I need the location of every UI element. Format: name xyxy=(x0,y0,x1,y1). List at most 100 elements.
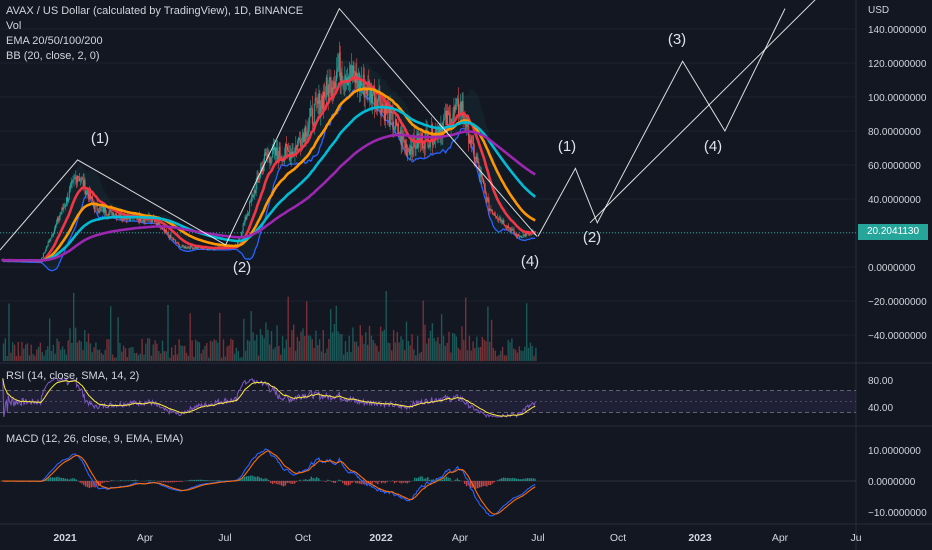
price-tick-label: 120.0000000 xyxy=(868,59,927,70)
candle-body xyxy=(392,111,394,130)
volume-bar xyxy=(100,352,103,361)
macd-histogram-bar xyxy=(318,478,320,481)
candle-body xyxy=(529,233,531,235)
candle-body xyxy=(404,141,406,148)
volume-bar xyxy=(359,325,361,361)
volume-indicator-label[interactable]: Vol xyxy=(6,20,22,32)
ema-indicator-label[interactable]: EMA 20/50/100/200 xyxy=(6,35,103,47)
candle-body xyxy=(113,212,115,217)
volume-bar xyxy=(343,354,345,361)
macd-histogram-bar xyxy=(242,478,244,481)
volume-bar xyxy=(25,344,27,361)
macd-histogram-bar xyxy=(55,477,57,481)
candle-body xyxy=(55,222,57,225)
candle-body xyxy=(334,81,336,89)
volume-bar xyxy=(32,353,34,361)
macd-histogram-bar xyxy=(480,481,483,488)
macd-histogram-bar xyxy=(526,478,529,481)
volume-bar xyxy=(23,348,25,361)
candle-body xyxy=(165,229,167,233)
volume-bar xyxy=(513,348,515,361)
candle-body xyxy=(65,204,67,207)
macd-histogram-bar xyxy=(342,481,344,483)
candle-body xyxy=(268,154,270,158)
candle-body xyxy=(311,108,313,124)
candle-body xyxy=(244,217,246,223)
candle-body xyxy=(47,242,49,247)
candle-body xyxy=(203,248,205,249)
macd-histogram-bar xyxy=(423,478,425,481)
volume-bar xyxy=(10,352,12,361)
candle-body xyxy=(89,191,91,200)
candle-body xyxy=(360,79,361,90)
candle-body xyxy=(85,191,87,194)
macd-histogram-bar xyxy=(205,480,207,481)
candle-body xyxy=(411,150,413,155)
time-axis[interactable]: 2021 Apr Jul Oct 2022 Apr Jul Oct 2023 Apr Ju xyxy=(53,532,861,544)
candle-body xyxy=(310,108,312,117)
candle-body xyxy=(80,178,82,181)
candle-body xyxy=(406,143,408,156)
volume-bar xyxy=(494,350,496,361)
volume-bar xyxy=(228,345,230,361)
candle-body xyxy=(300,146,302,147)
candle-body xyxy=(518,234,520,237)
volume-bar xyxy=(204,345,206,361)
macd-histogram-bar xyxy=(521,479,523,481)
rsi-indicator-label[interactable]: RSI (14, close, SMA, 14, 2) xyxy=(6,370,140,382)
rsi-ma-line xyxy=(2,378,536,417)
volume-bar xyxy=(121,351,123,361)
volume-bar xyxy=(385,291,387,361)
candle-body xyxy=(453,106,455,114)
macd-histogram-bar xyxy=(382,481,385,483)
volume-bar xyxy=(184,345,186,361)
candle-body xyxy=(470,136,472,144)
volume-bar xyxy=(167,304,169,361)
candle-body xyxy=(78,176,80,178)
macd-histogram-bar xyxy=(454,479,457,481)
macd-histogram-bar xyxy=(403,481,405,483)
candle-body xyxy=(473,144,475,159)
macd-tick-label: −10.0000000 xyxy=(868,508,927,519)
candle-body xyxy=(488,199,490,212)
volume-bar xyxy=(520,350,522,361)
volume-bar xyxy=(41,352,43,361)
macd-histogram-bar xyxy=(449,478,451,481)
macd-histogram-bar xyxy=(379,481,381,482)
volume-bar xyxy=(415,355,417,361)
volume-bar xyxy=(67,340,69,361)
candle-body xyxy=(446,110,448,125)
candle-body xyxy=(88,193,90,200)
candle-body xyxy=(116,213,117,218)
elliott-wave-drawing[interactable]: (1) (2) (1) (4) (2) (3) (4) xyxy=(0,0,823,276)
candle-body xyxy=(170,234,172,238)
macd-histogram-bar xyxy=(262,478,264,481)
volume-bar xyxy=(150,355,153,361)
volume-bar xyxy=(132,347,134,361)
macd-histogram-bar xyxy=(68,479,70,481)
candle-body xyxy=(188,247,190,248)
volume-bar xyxy=(422,300,424,361)
candle-body xyxy=(72,179,74,182)
macd-histogram-bar xyxy=(53,477,55,481)
candle-body xyxy=(357,81,359,89)
volume-bar xyxy=(250,311,252,361)
macd-indicator-label[interactable]: MACD (12, 26, close, 9, EMA, EMA) xyxy=(6,433,184,445)
wave-history-line xyxy=(0,7,538,251)
volume-bar xyxy=(363,343,365,361)
symbol-title[interactable]: AVAX / US Dollar (calculated by TradingV… xyxy=(6,5,304,17)
candle-body xyxy=(523,234,525,235)
macd-histogram-bar xyxy=(345,481,348,486)
volume-bar xyxy=(206,343,208,361)
volume-bar xyxy=(313,348,315,361)
chart-legend: AVAX / US Dollar (calculated by TradingV… xyxy=(6,4,303,64)
macd-histogram-bar xyxy=(159,481,161,482)
bb-indicator-label[interactable]: BB (20, close, 2, 0) xyxy=(6,50,100,62)
candle-body xyxy=(255,182,257,194)
macd-histogram-bar xyxy=(51,477,54,481)
wave-label: (4) xyxy=(521,253,539,270)
price-axis[interactable]: 140.0000000 120.0000000 100.0000000 80.0000… xyxy=(868,25,927,519)
volume-bar xyxy=(320,351,323,361)
volume-bar xyxy=(30,344,32,361)
